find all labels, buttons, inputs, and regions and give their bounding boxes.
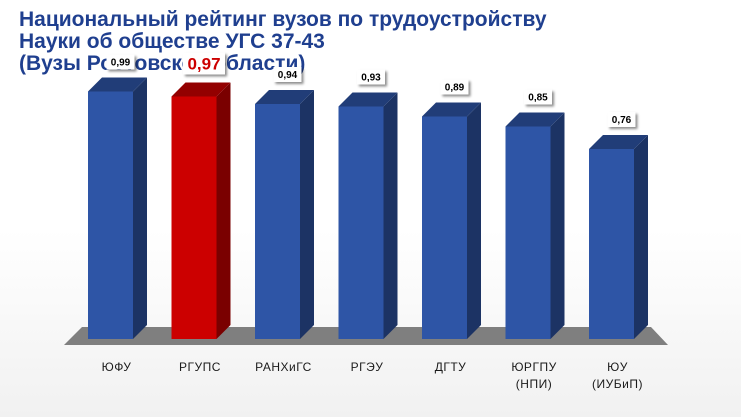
category-label: (НПИ) [516,377,552,391]
category-label: РАНХиГС [255,360,312,374]
bar-top [171,82,231,97]
bar-side [550,112,565,339]
bar-side [216,82,231,339]
category-label: ДГТУ [435,360,467,374]
value-label-box [440,79,469,95]
bar-top [505,112,565,127]
bar [255,104,300,339]
bar [88,91,133,339]
title-line-3: (Вузы Ростовской области) [19,52,306,75]
category-label: (ИУБиП) [592,377,643,391]
bar-side [467,102,481,339]
bar [171,96,217,339]
value-label: 0,93 [361,73,381,84]
value-label: 0,89 [445,83,465,94]
category-label: ЮУ [607,360,628,374]
bar-top [88,77,147,92]
value-label: 0,99 [111,58,131,69]
bar [422,116,467,339]
bar-side [383,92,398,339]
title-line-2: Науки об обществе УГС 37-43 [19,30,325,53]
value-label: 0,97 [187,55,220,74]
bar-top [338,92,398,107]
value-label: 0,85 [528,93,548,104]
bar-side [300,90,314,339]
value-label-box [273,67,302,82]
value-label-box [106,54,135,70]
bar [589,149,634,339]
category-label: ЮРГПУ [511,360,556,374]
chart-title: Национальный рейтинг вузов по трудоустро… [19,9,547,75]
value-label: 0,76 [612,115,632,126]
bar [338,106,384,339]
value-label-box [524,89,552,105]
value-label-box [357,69,385,85]
value-label-box [607,112,636,127]
bar-side [133,77,147,339]
bar-side [634,135,648,339]
bar-top [589,135,648,149]
bar-top [255,90,314,104]
category-label: РГУПС [179,360,221,374]
value-label-box [183,52,225,75]
bar-top [422,102,481,117]
title-line-1: Национальный рейтинг вузов по трудоустро… [19,8,547,31]
category-label: РГЭУ [351,360,384,374]
value-label: 0,94 [278,70,298,81]
bar [505,126,551,339]
category-label: ЮФУ [102,360,132,374]
